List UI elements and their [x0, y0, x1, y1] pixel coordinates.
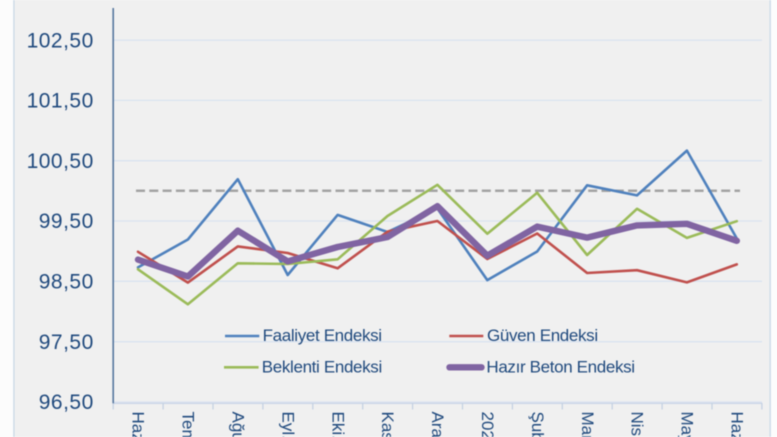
svg-text:98,50: 98,50 [39, 271, 94, 294]
svg-text:Şub.20: Şub.20 [528, 412, 547, 437]
svg-text:Güven Endeksi: Güven Endeksi [487, 326, 598, 345]
svg-text:Hazır Beton Endeksi: Hazır Beton Endeksi [486, 358, 634, 377]
svg-text:97,50: 97,50 [39, 331, 94, 354]
svg-text:101,50: 101,50 [27, 90, 94, 113]
svg-text:Ara.19: Ara.19 [428, 412, 447, 437]
svg-text:102,50: 102,50 [27, 29, 94, 52]
svg-text:Mar.20: Mar.20 [578, 412, 597, 437]
svg-text:May.20: May.20 [678, 412, 697, 437]
svg-text:100,50: 100,50 [27, 150, 94, 173]
svg-text:99,50: 99,50 [39, 210, 94, 233]
svg-text:Ağu.19: Ağu.19 [229, 412, 248, 437]
svg-text:2020: 2020 [478, 412, 497, 437]
svg-text:96,50: 96,50 [39, 391, 94, 414]
svg-text:Nis.20: Nis.20 [628, 412, 647, 437]
svg-text:Eki.19: Eki.19 [328, 412, 347, 437]
svg-text:Beklenti Endeksi: Beklenti Endeksi [262, 358, 382, 377]
svg-text:Tem.19: Tem.19 [179, 412, 198, 437]
svg-text:Kas.19: Kas.19 [378, 412, 397, 437]
svg-text:Haz.20: Haz.20 [728, 412, 747, 437]
svg-text:Faaliyet Endeksi: Faaliyet Endeksi [263, 326, 382, 345]
svg-text:Eyl.19: Eyl.19 [278, 412, 297, 437]
svg-text:Haz.19: Haz.19 [129, 412, 148, 437]
